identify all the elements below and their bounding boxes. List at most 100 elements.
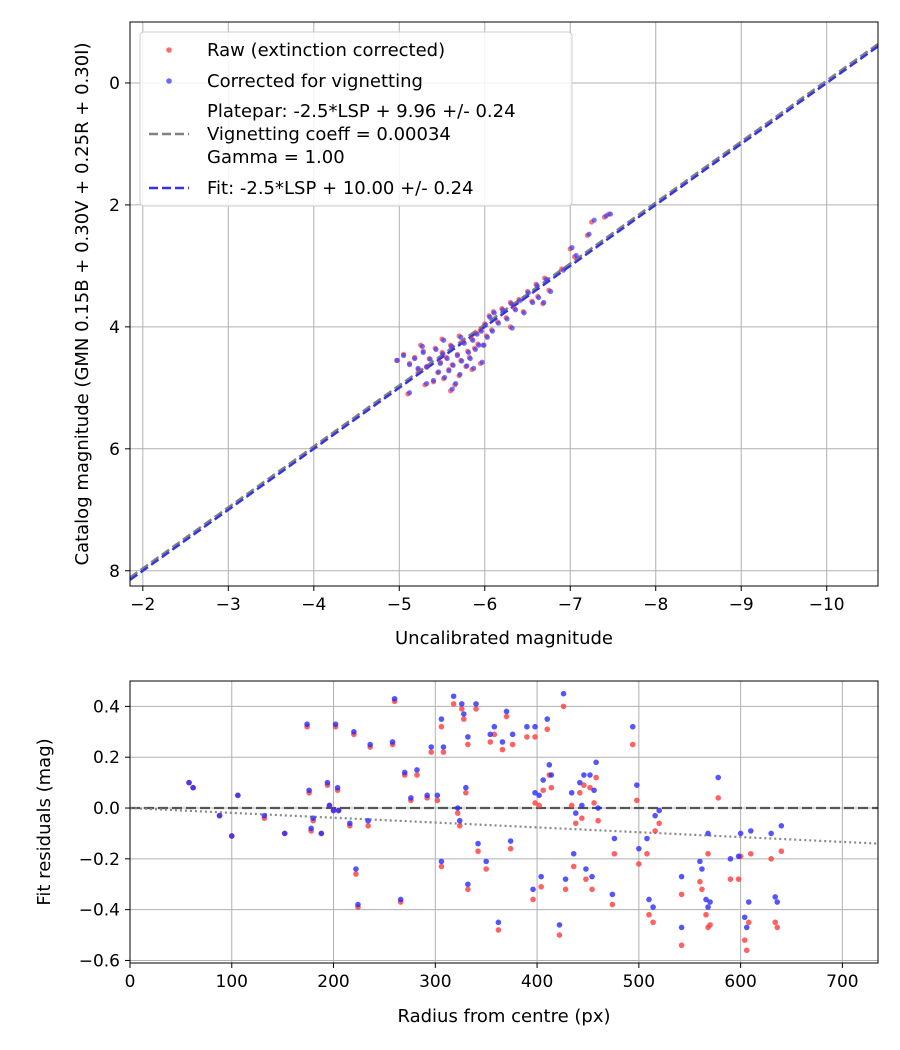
data-point	[479, 359, 485, 365]
data-point	[415, 365, 421, 371]
residual-point	[532, 800, 538, 806]
data-point	[491, 310, 497, 316]
residual-point	[353, 871, 359, 877]
residual-point	[727, 876, 734, 882]
residual-point	[611, 835, 618, 842]
residual-point	[465, 886, 471, 893]
residual-point	[591, 787, 597, 794]
legend-label: Corrected for vignetting	[207, 71, 423, 92]
x-tick-label: 200	[317, 972, 349, 992]
residual-point	[461, 711, 467, 717]
data-point	[437, 360, 443, 367]
residuals-plot-frame	[129, 680, 879, 964]
residual-point	[330, 807, 337, 814]
residual-point	[538, 873, 544, 880]
y-tick-label: 4	[109, 318, 120, 338]
residual-point	[461, 716, 467, 722]
residual-point	[347, 820, 353, 827]
residual-point	[572, 820, 579, 827]
data-point	[478, 328, 484, 334]
data-point	[450, 362, 456, 368]
data-point	[467, 355, 473, 362]
residual-point	[365, 823, 371, 829]
x-tick-label: 700	[826, 972, 858, 992]
residuals-reference-lines	[129, 806, 879, 845]
legend-marker-dot	[166, 78, 172, 84]
x-tick-label: −4	[301, 595, 326, 615]
residual-point	[568, 789, 575, 796]
residual-point	[652, 812, 658, 819]
residual-point	[367, 741, 373, 748]
y-tick-label: 8	[109, 562, 120, 582]
residual-point	[747, 828, 754, 834]
residual-point	[434, 792, 441, 799]
residual-point	[579, 802, 585, 809]
data-point	[586, 231, 592, 237]
residual-point	[737, 830, 744, 837]
residual-point	[678, 873, 685, 880]
x-tick-label: 0	[125, 972, 136, 992]
residual-point	[715, 774, 722, 781]
calibration-plot-frame	[129, 21, 879, 587]
residual-point	[456, 817, 463, 824]
residual-point	[772, 894, 779, 900]
residual-point	[190, 784, 196, 791]
residual-point	[530, 886, 536, 893]
residual-point	[656, 820, 662, 827]
residual-point	[318, 830, 325, 837]
residual-point	[678, 924, 685, 931]
residual-point	[538, 883, 544, 890]
data-point	[394, 357, 400, 363]
y-tick-label: −0.6	[79, 951, 120, 971]
residual-point	[235, 792, 241, 799]
residual-point	[644, 850, 650, 857]
legend-box	[139, 31, 573, 207]
residual-point	[353, 866, 359, 872]
residual-point	[548, 784, 555, 791]
residuals-plot: 0 100 200 300 400 500 600 700 −0.6 −0.4 −0.2 0.0 0.…	[34, 680, 879, 1027]
residual-point	[570, 863, 577, 870]
data-point	[512, 307, 519, 313]
residual-point	[540, 777, 546, 783]
legend-label: Gamma = 1.00	[207, 147, 345, 168]
residual-point	[473, 706, 479, 712]
residual-point	[772, 919, 779, 926]
residual-point	[450, 693, 457, 700]
legend-marker-dot	[166, 47, 172, 53]
residual-point	[556, 922, 563, 928]
data-point	[541, 299, 547, 306]
residual-point	[587, 772, 593, 778]
x-tick-label: −8	[643, 595, 668, 615]
residual-point	[629, 741, 636, 748]
x-tick-label: 100	[216, 972, 248, 992]
residual-point	[636, 845, 642, 852]
data-point	[525, 290, 531, 296]
data-point	[400, 352, 407, 359]
residual-point	[440, 744, 447, 750]
residual-point	[768, 830, 774, 837]
residual-point	[465, 741, 471, 748]
data-point	[424, 364, 430, 370]
residual-point	[438, 723, 445, 730]
residual-point	[593, 759, 599, 766]
y-tick-label: 0.2	[93, 748, 120, 768]
residual-points	[186, 690, 785, 954]
residuals-x-axis-label: Radius from centre (px)	[397, 1006, 610, 1027]
residual-point	[491, 723, 498, 730]
residual-point	[735, 876, 742, 882]
residual-point	[544, 716, 551, 722]
data-point	[495, 320, 502, 326]
residual-point	[697, 878, 703, 885]
residual-point	[261, 812, 268, 819]
residual-point	[560, 690, 567, 697]
residual-point	[391, 695, 398, 702]
residual-point	[401, 769, 408, 776]
y-tick-label: 6	[109, 440, 120, 460]
residuals-plot-background	[130, 681, 878, 963]
residual-point	[646, 896, 652, 903]
y-tick-label: 0	[109, 74, 120, 94]
residual-point	[475, 848, 481, 855]
data-point	[547, 288, 554, 295]
residual-point	[562, 876, 569, 882]
residual-point	[332, 721, 339, 727]
